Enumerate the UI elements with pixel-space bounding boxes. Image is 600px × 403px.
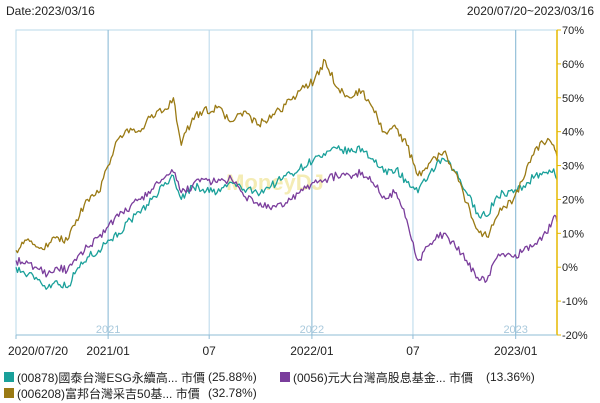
chart-date-label: Date:2023/03/16	[6, 4, 95, 18]
axes: 70% 60% 50% 40% 30% 20% 10% 0% -10% -20% 2020/07/2…	[8, 25, 588, 358]
x-tick-label: 07	[202, 344, 216, 358]
x-tick-label: 2022/01	[290, 344, 334, 358]
series-lines	[15, 58, 558, 290]
plot-frame	[15, 29, 558, 336]
series-line	[15, 145, 558, 290]
y-tick-label: 70%	[562, 25, 584, 37]
watermark: MoneyDJ	[226, 170, 324, 195]
year-label: 2023	[503, 324, 527, 336]
x-tick-label: 2021/01	[86, 344, 130, 358]
y-tick-label: 60%	[562, 59, 584, 71]
y-tick-label: 30%	[562, 161, 584, 173]
x-tick-label: 2023/01	[494, 344, 538, 358]
legend-item-00878[interactable]: (00878)國泰台灣ESG永續高... 市價	[4, 369, 205, 386]
legend-swatch	[280, 372, 290, 382]
y-tick-label: -20%	[562, 330, 588, 342]
y-tick-label: 10%	[562, 228, 584, 240]
x-tick-label: 2020/07/20	[8, 344, 68, 358]
series-line	[15, 58, 558, 254]
legend-label: (0056)元大台灣高股息基金... 市價	[293, 370, 474, 385]
grid	[15, 29, 558, 336]
legend-swatch	[4, 372, 14, 382]
y-tick-label: 20%	[562, 194, 584, 206]
year-label: 2021	[96, 324, 120, 336]
y-tick-label: 0%	[562, 262, 578, 274]
legend-label: (006208)富邦台灣采吉50基... 市價	[17, 386, 200, 401]
y-tick-label: 40%	[562, 127, 584, 139]
chart-date-range: 2020/07/20~2023/03/16	[466, 4, 594, 18]
legend-swatch	[4, 388, 14, 398]
legend-item-006208[interactable]: (006208)富邦台灣采吉50基... 市價	[4, 385, 200, 402]
legend-item-0056[interactable]: (0056)元大台灣高股息基金... 市價	[280, 369, 473, 386]
legend-value: (32.78%)	[208, 386, 257, 400]
y-tick-label: 50%	[562, 93, 584, 105]
x-tick-label: 07	[406, 344, 420, 358]
legend-label: (00878)國泰台灣ESG永續高... 市價	[17, 370, 206, 385]
legend-value: (13.36%)	[486, 370, 535, 384]
series-line	[15, 168, 558, 283]
y-tick-label: -10%	[562, 296, 588, 308]
legend-value: (25.88%)	[208, 370, 257, 384]
year-label: 2022	[300, 324, 324, 336]
